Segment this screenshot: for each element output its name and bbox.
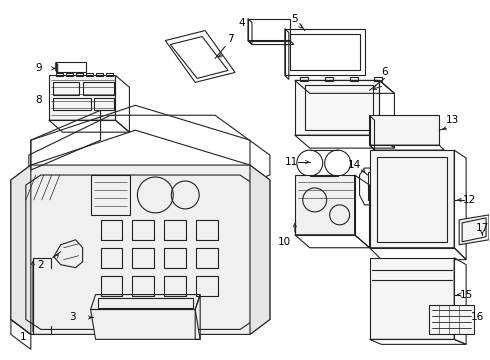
Text: 13: 13 — [445, 115, 459, 125]
Text: 6: 6 — [381, 67, 388, 77]
Text: 9: 9 — [35, 63, 42, 73]
Text: 5: 5 — [292, 14, 298, 24]
Text: 3: 3 — [70, 312, 76, 323]
Polygon shape — [295, 175, 355, 235]
Polygon shape — [91, 310, 200, 339]
Polygon shape — [11, 165, 31, 334]
Polygon shape — [459, 215, 489, 245]
Polygon shape — [295, 80, 379, 135]
Polygon shape — [369, 150, 454, 248]
Text: 17: 17 — [475, 223, 489, 233]
Polygon shape — [369, 115, 439, 145]
Polygon shape — [429, 305, 474, 334]
Text: 11: 11 — [285, 157, 298, 167]
Polygon shape — [369, 258, 454, 339]
Text: 8: 8 — [35, 95, 42, 105]
Text: 1: 1 — [20, 332, 26, 342]
Text: 16: 16 — [470, 312, 484, 323]
Text: 7: 7 — [227, 33, 233, 44]
Polygon shape — [11, 165, 270, 334]
Polygon shape — [250, 165, 270, 334]
Text: 15: 15 — [460, 289, 473, 300]
Polygon shape — [49, 75, 116, 120]
Text: 4: 4 — [239, 18, 245, 28]
Text: 10: 10 — [278, 237, 292, 247]
Text: 2: 2 — [37, 260, 44, 270]
Text: 12: 12 — [463, 195, 476, 205]
Text: 14: 14 — [348, 160, 361, 170]
